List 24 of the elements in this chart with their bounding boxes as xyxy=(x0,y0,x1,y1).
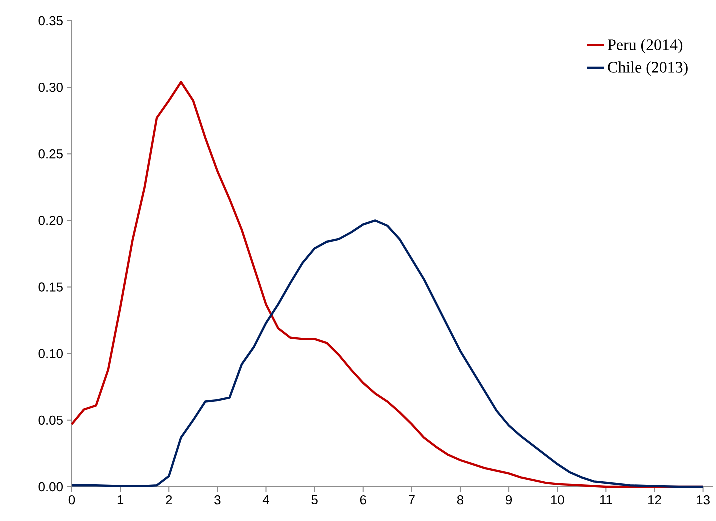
x-tick-label: 3 xyxy=(214,496,221,505)
x-tick-label: 5 xyxy=(312,496,318,505)
x-tick-label: 13 xyxy=(697,496,710,505)
y-tick-label: 0.35 xyxy=(38,16,63,26)
y-tick-label: 0.15 xyxy=(38,282,63,292)
x-tick-label: 12 xyxy=(648,496,662,505)
y-tick-label: 0.00 xyxy=(38,482,63,492)
x-tick-label: 11 xyxy=(600,496,612,504)
x-tick-label: 2 xyxy=(166,496,172,505)
x-tick-label: 9 xyxy=(506,496,512,505)
legend-label: Peru (2014) xyxy=(608,39,683,54)
y-tick-label: 0.20 xyxy=(38,216,63,226)
x-tick-label: 0 xyxy=(68,496,76,505)
y-tick-label: 0.10 xyxy=(38,349,63,358)
x-tick-label: 1 xyxy=(118,496,124,504)
x-tick-label: 4 xyxy=(262,496,270,504)
y-tick-label: 0.25 xyxy=(38,150,63,159)
y-tick-label: 0.30 xyxy=(38,82,63,92)
x-tick-label: 6 xyxy=(360,496,366,505)
legend-label: Chile (2013) xyxy=(608,62,688,76)
y-tick-label: 0.05 xyxy=(38,416,63,425)
x-tick-label: 7 xyxy=(409,496,415,504)
x-tick-label: 8 xyxy=(457,496,464,505)
x-tick-label: 10 xyxy=(551,496,564,505)
